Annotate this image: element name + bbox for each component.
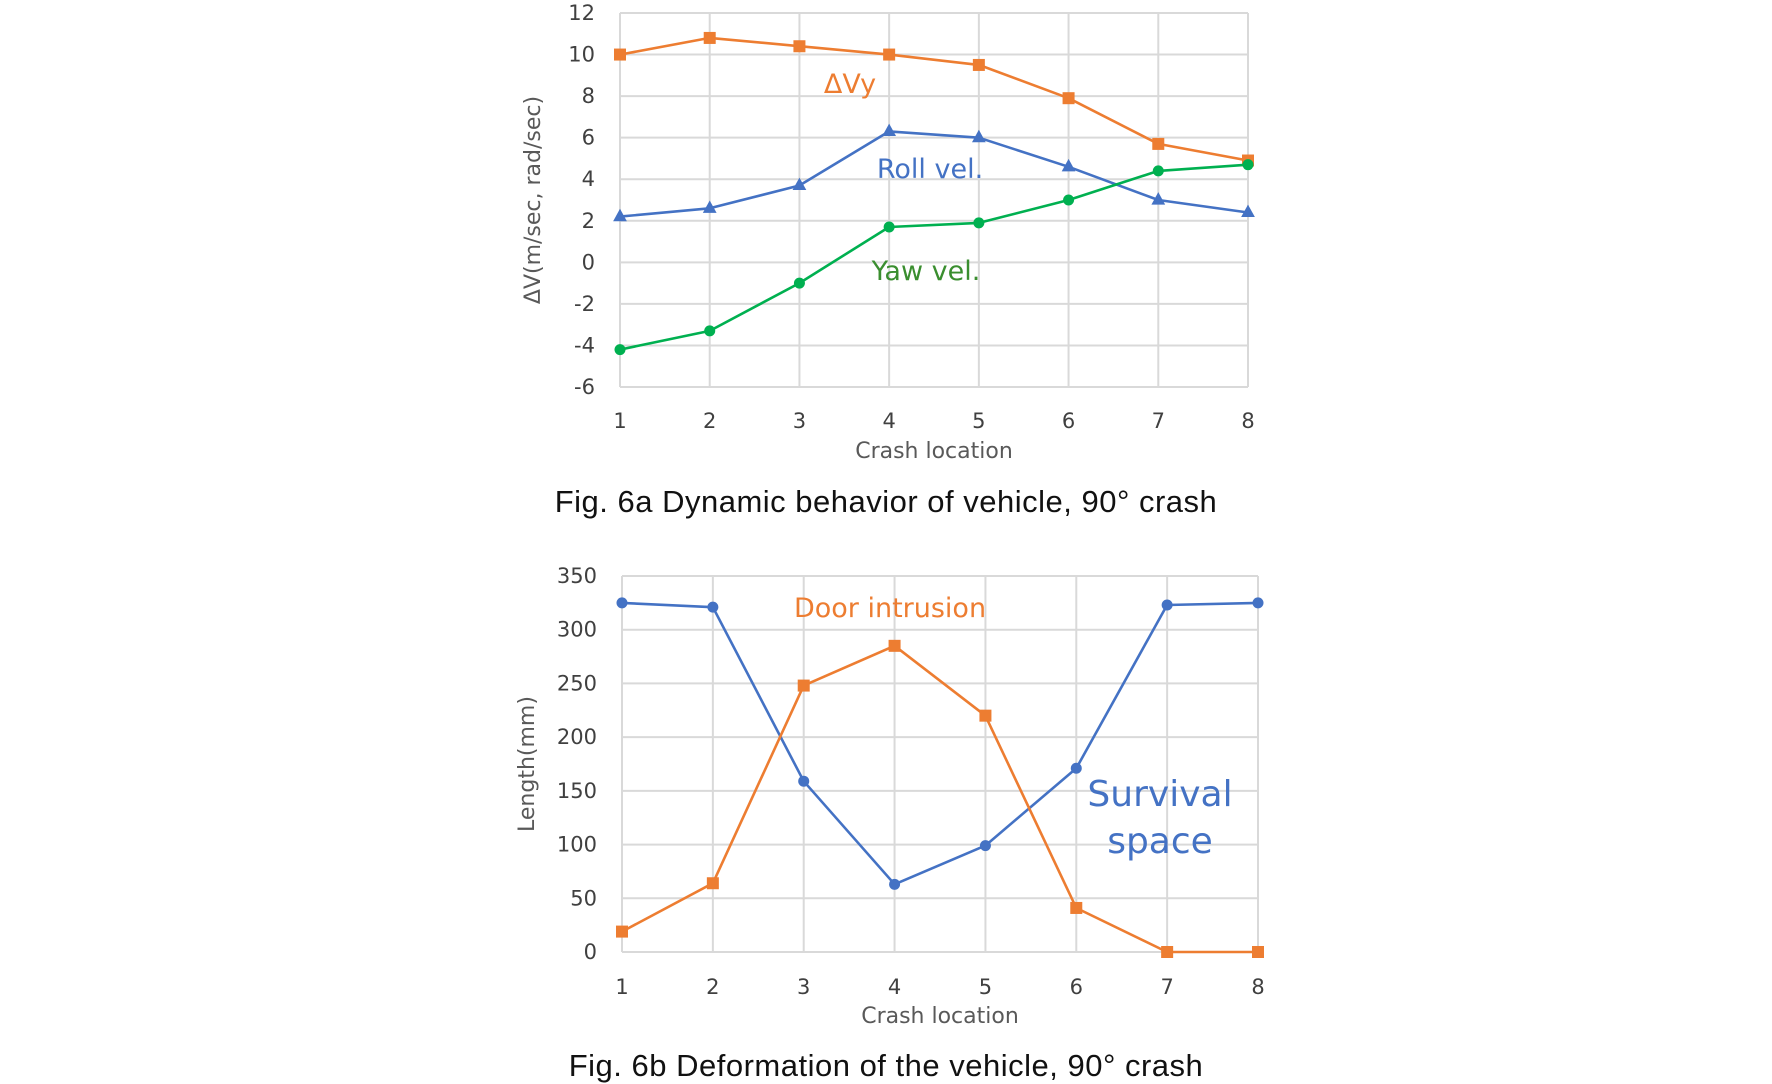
data-point [616,597,628,609]
data-point [798,775,810,787]
series-line [621,601,1259,886]
series-label: Survival space [1087,774,1232,862]
chart-deformation: 0 50 100 150 200 250 300 350 1 2 3 4 5 6 7 8 Crash locat… [515,564,1265,1029]
data-point [616,925,628,938]
x-tick-label: 2 [703,409,716,433]
data-point [1252,946,1264,958]
x-tick-label: 6 [1062,409,1075,433]
series-label: ΔVy [824,69,876,100]
y-tick-label: 350 [557,564,597,588]
y-axis-title: Length(mm) [515,696,540,832]
data-point [792,177,807,191]
y-tick-label: 300 [557,618,597,642]
caption-fig6b: Fig. 6b Deformation of the vehicle, 90° … [568,1048,1204,1083]
data-point [614,48,626,61]
y-tick-label: -6 [574,375,595,399]
data-point [889,878,901,890]
series-line [621,644,1258,954]
data-point [702,200,717,213]
data-point [971,129,986,143]
y-tick-label: -2 [574,292,595,316]
series-roll-vel-: Roll vel. [613,123,1255,222]
data-point [1161,599,1173,611]
x-tick-label: 3 [793,409,806,433]
series-line [619,163,1249,351]
data-point [883,48,896,61]
y-tick-label: 100 [557,833,597,857]
x-tick-label: 1 [613,409,626,433]
x-tick-label: 5 [972,409,985,433]
data-point [613,208,627,222]
series-label: Roll vel. [877,154,983,185]
data-point [1061,158,1076,172]
x-tick-label: 3 [797,975,810,999]
series--vy: ΔVy [614,31,1254,167]
y-tick-label: -4 [574,333,595,357]
data-point [1070,901,1083,914]
x-tick-label: 2 [706,975,719,999]
data-point [706,877,719,890]
series-yaw-vel-: Yaw vel. [614,159,1254,356]
y-tick-label: 150 [557,779,597,803]
series-label: Door intrusion [794,593,986,624]
x-axis-title: Crash location [855,439,1013,464]
data-point [703,31,716,44]
y-tick-label: 12 [568,1,595,25]
y-tick-label: 250 [557,671,597,695]
x-tick-label: 7 [1152,409,1165,433]
data-point [614,344,626,356]
x-axis-title: Crash location [861,1004,1019,1029]
data-point [1151,192,1166,205]
data-point [972,58,985,71]
data-point [1063,194,1075,206]
x-tick-label: 7 [1160,975,1173,999]
data-point [797,679,810,692]
data-point [888,639,901,652]
x-tick-label: 8 [1241,409,1254,433]
data-point [793,40,806,53]
data-point [979,840,991,852]
data-point [1152,165,1164,177]
data-point [979,709,992,722]
y-tick-label: 4 [582,167,595,191]
data-point [1070,762,1082,774]
data-point [973,217,985,229]
x-tick-label: 1 [615,975,628,999]
data-point [1062,92,1075,105]
y-tick-label: 10 [568,43,595,67]
data-point [1252,597,1264,609]
data-point [1241,204,1255,218]
data-point [793,277,805,289]
data-point [704,325,716,337]
series-label: Yaw vel. [871,256,981,287]
y-tick-label: 8 [582,84,595,108]
x-tick-label: 4 [888,975,901,999]
data-point [1152,137,1165,150]
y-tick-label: 0 [582,250,595,274]
series-survival-space: Survival space [616,597,1264,890]
series-line [619,130,1249,218]
data-point [707,601,719,613]
y-tick-label: 200 [557,725,597,749]
x-tick-label: 4 [882,409,895,433]
x-tick-label: 6 [1070,975,1083,999]
y-tick-label: 0 [584,940,597,964]
y-tick-label: 2 [582,209,595,233]
caption-fig6a: Fig. 6a Dynamic behavior of vehicle, 90°… [554,484,1218,519]
y-tick-label: 50 [570,886,597,910]
data-point [1242,159,1254,171]
series-line [619,36,1249,162]
data-point [883,221,895,233]
data-point [1161,946,1174,958]
x-tick-label: 5 [979,975,992,999]
y-tick-label: 6 [582,126,595,150]
series-door-intrusion: Door intrusion [616,593,1264,958]
x-tick-label: 8 [1251,975,1264,999]
data-point [882,123,897,137]
y-axis-title: ΔV(m/sec, rad/sec) [521,96,546,304]
